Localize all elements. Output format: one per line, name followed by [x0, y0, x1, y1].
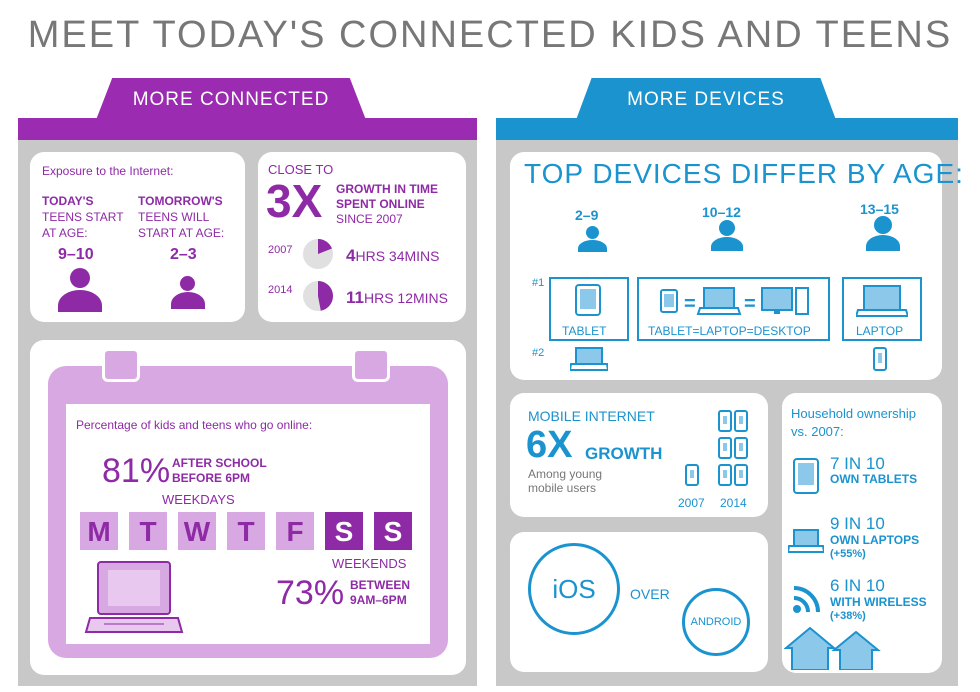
growth-line1: GROWTH IN TIME: [336, 182, 438, 196]
tomorrow-sub2: START AT AGE:: [138, 226, 225, 240]
today-age: 9–10: [58, 246, 94, 263]
laptops-desc: OWN LAPTOPS: [830, 533, 920, 547]
laptop-box: [842, 277, 922, 341]
laptop-icon: [856, 285, 908, 317]
label-tablet-laptop-desktop: TABLET=LAPTOP=DESKTOP: [648, 324, 811, 338]
growth-card: CLOSE TO 3X GROWTH IN TIME SPENT ONLINE …: [258, 152, 466, 322]
time-2007: 4HRS 34MINS: [346, 246, 440, 265]
tablet-box: [549, 277, 629, 341]
exposure-label: Exposure to the Internet:: [42, 164, 174, 178]
ios-circle: iOS: [528, 543, 620, 635]
android-circle: ANDROID: [682, 588, 750, 656]
age-13-15: 13–15: [860, 201, 899, 217]
after-school-line2: BEFORE 6PM: [172, 471, 251, 485]
day-thursday: T: [227, 512, 265, 550]
wireless-icon: [793, 586, 820, 613]
phone-2014-icon-4: [734, 437, 748, 459]
tablet-laptop-desktop-icon: = =: [660, 287, 809, 315]
weekend-line1: BETWEEN: [350, 578, 410, 592]
day-saturday: S: [325, 512, 363, 550]
today-heading: TODAY'S: [42, 194, 94, 208]
day-tuesday: T: [129, 512, 167, 550]
phone-icon: [873, 347, 887, 371]
laptops-change: (+55%): [830, 548, 866, 560]
household-head1: Household ownership: [791, 406, 917, 421]
devices-card: [510, 152, 942, 380]
laptops-ratio: 9 IN 10: [830, 514, 885, 533]
svg-text:=: =: [684, 293, 696, 315]
day-wednesday: W: [178, 512, 216, 550]
calendar-ring-left: [102, 348, 140, 382]
os-over: OVER: [630, 586, 670, 602]
mobile-growth: GROWTH: [585, 444, 663, 463]
day-sunday: S: [374, 512, 412, 550]
blue-header-bar: [496, 118, 958, 140]
devices-title: TOP DEVICES DIFFER BY AGE:: [524, 158, 964, 189]
pct-after-school: 81%: [102, 452, 171, 490]
phone-2014-icon-5: [718, 464, 732, 486]
age-2-9: 2–9: [575, 207, 599, 223]
weekdays-label: WEEKDAYS: [162, 492, 235, 507]
growth-multiplier: 3X: [266, 175, 323, 227]
laptop-icon: [788, 529, 824, 553]
pie-2014-slice: [318, 281, 333, 311]
mobile-sub1: Among young: [528, 467, 603, 481]
exposure-card: Exposure to the Internet: TODAY'S TEENS …: [30, 152, 245, 322]
growth-line3: SINCE 2007: [336, 212, 403, 226]
pie-2014-icon: [303, 281, 333, 311]
tomorrow-sub1: TEENS WILL: [138, 210, 210, 224]
wireless-ratio: 6 IN 10: [830, 576, 885, 595]
today-sub1: TEENS START: [42, 210, 124, 224]
year-2007: 2007: [268, 244, 293, 256]
wireless-change: (+38%): [830, 610, 866, 622]
day-monday: M: [80, 512, 118, 550]
weekends-label: WEEKENDS: [332, 556, 407, 571]
pie-2007-slice: [318, 239, 332, 254]
tomorrow-age: 2–3: [170, 246, 197, 263]
tab-more-connected: MORE CONNECTED: [96, 78, 366, 120]
mobile-head: MOBILE INTERNET: [528, 408, 655, 424]
pie-2007-icon: [303, 239, 333, 269]
mobile-multiplier: 6X: [526, 424, 573, 466]
multi-device-box: [637, 277, 830, 341]
weekend-line2: 9AM–6PM: [350, 593, 407, 607]
mobile-sub2: mobile users: [528, 481, 597, 495]
today-sub2: AT AGE:: [42, 226, 88, 240]
rank-2: #2: [532, 347, 545, 359]
online-percent-label: Percentage of kids and teens who go onli…: [76, 418, 313, 432]
phone-2014-icon-6: [734, 464, 748, 486]
laptop-icon: [84, 561, 184, 633]
label-tablet: TABLET: [562, 324, 607, 338]
laptop-small-icon: [570, 347, 608, 371]
tomorrow-heading: TOMORROW'S: [138, 194, 223, 208]
phone-2007-icon: [685, 464, 699, 486]
tab-more-devices: MORE DEVICES: [576, 78, 836, 120]
label-laptop: LAPTOP: [856, 324, 904, 338]
after-school-line1: AFTER SCHOOL: [172, 456, 267, 470]
calendar-ring-right: [352, 348, 390, 382]
phone-2014-icon-2: [734, 410, 748, 432]
phone-2014-icon-1: [718, 410, 732, 432]
tablet-icon: [793, 458, 819, 494]
purple-header-bar: [18, 118, 477, 140]
close-to-label: CLOSE TO: [268, 162, 334, 177]
page-title: MEET TODAY'S CONNECTED KIDS AND TEENS: [27, 14, 953, 56]
svg-text:=: =: [744, 293, 756, 315]
mobile-year-2014: 2014: [720, 496, 747, 510]
wireless-desc: WITH WIRELESS: [830, 595, 927, 609]
rank-1: #1: [532, 277, 545, 289]
day-friday: F: [276, 512, 314, 550]
phone-2014-icon-3: [718, 437, 732, 459]
tablets-ratio: 7 IN 10: [830, 454, 885, 473]
growth-line2: SPENT ONLINE: [336, 197, 425, 211]
time-2014: 11HRS 12MINS: [346, 288, 449, 307]
age-10-12: 10–12: [702, 204, 741, 220]
tablet-icon: [575, 284, 601, 316]
tablets-desc: OWN TABLETS: [830, 472, 918, 486]
household-head2: vs. 2007:: [791, 424, 844, 439]
pct-weekends: 73%: [276, 574, 345, 612]
year-2014: 2014: [268, 284, 293, 296]
mobile-year-2007: 2007: [678, 496, 705, 510]
houses-icon: [784, 626, 881, 670]
